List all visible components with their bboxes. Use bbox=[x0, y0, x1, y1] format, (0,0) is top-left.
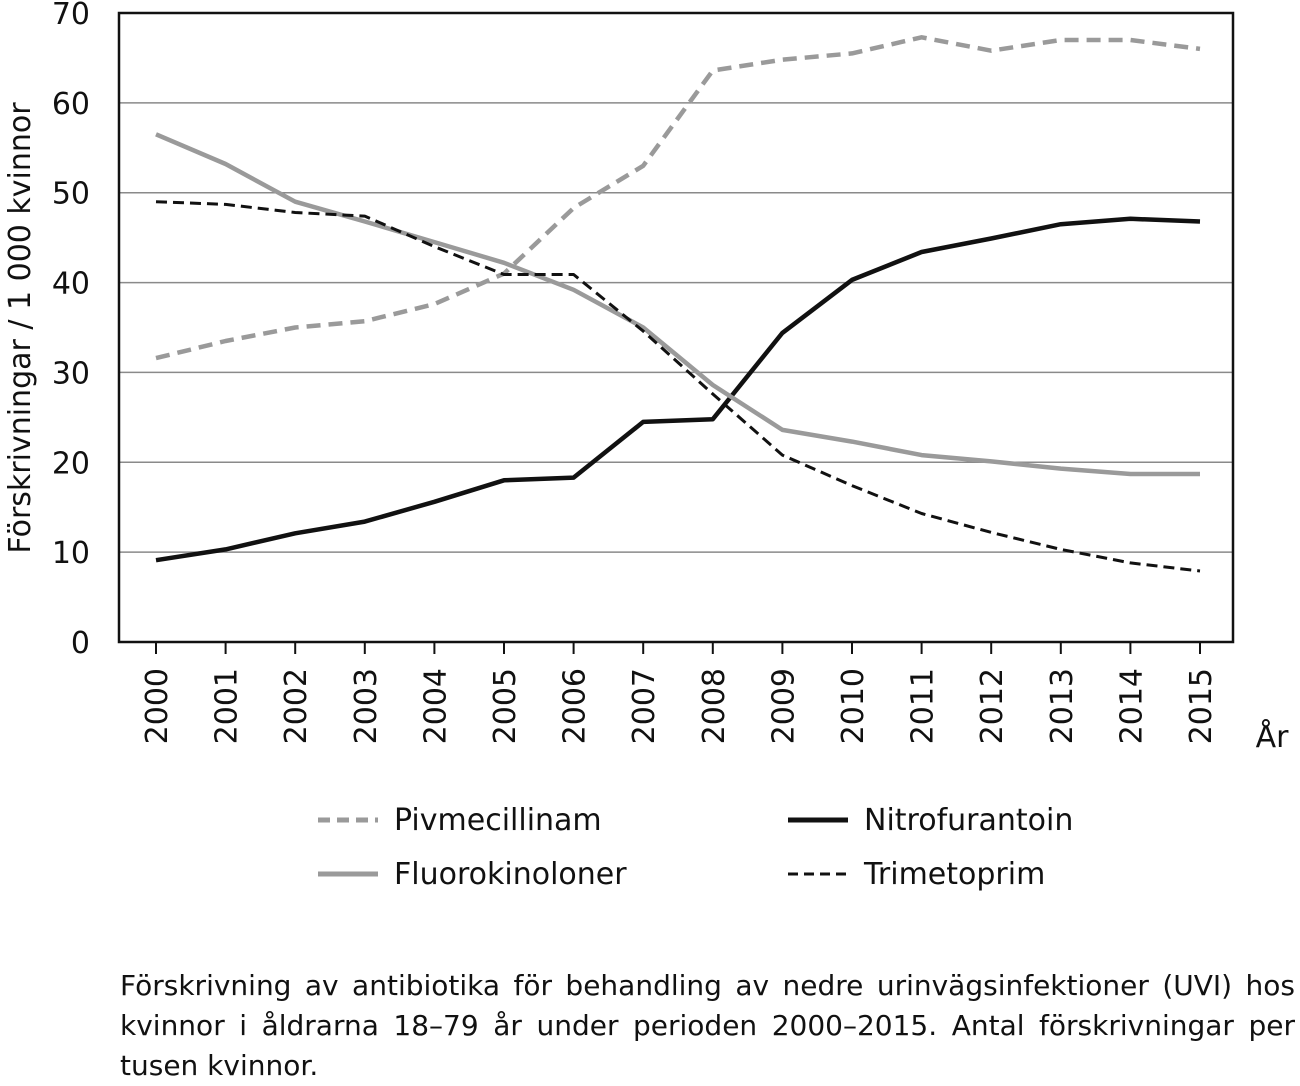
legend-item-trimetoprim: Trimetoprim bbox=[788, 854, 1045, 894]
y-tick-label-70: 70 bbox=[52, 0, 90, 32]
x-tick-label-2013: 2013 bbox=[1045, 668, 1080, 744]
x-tick-label-2008: 2008 bbox=[697, 668, 732, 744]
x-tick-label-2003: 2003 bbox=[349, 668, 384, 744]
y-tick-label-20: 20 bbox=[52, 446, 90, 481]
series-line-pivmecillinam bbox=[156, 37, 1200, 358]
x-tick-label-2004: 2004 bbox=[418, 668, 453, 744]
legend-swatch-trimetoprim bbox=[788, 869, 848, 879]
legend-swatch-nitrofurantoin bbox=[788, 815, 848, 825]
series-line-trimetoprim bbox=[156, 202, 1200, 571]
legend-swatch-fluorokinoloner bbox=[318, 869, 378, 879]
y-axis-label: Förskrivningar / 1 000 kvinnor bbox=[3, 102, 38, 554]
y-tick-label-0: 0 bbox=[71, 626, 90, 661]
y-tick-label-50: 50 bbox=[52, 177, 90, 212]
series-line-fluorokinoloner bbox=[156, 134, 1200, 474]
x-tick-label-2000: 2000 bbox=[140, 668, 175, 744]
legend-item-pivmecillinam: Pivmecillinam bbox=[318, 800, 602, 840]
series-lines bbox=[156, 37, 1200, 571]
x-tick-label-2015: 2015 bbox=[1184, 668, 1219, 744]
y-tick-label-40: 40 bbox=[52, 267, 90, 302]
x-tick-label-2014: 2014 bbox=[1114, 668, 1149, 744]
x-tick-label-2002: 2002 bbox=[279, 668, 314, 744]
x-tick-label-2005: 2005 bbox=[488, 668, 523, 744]
legend-label-nitrofurantoin: Nitrofurantoin bbox=[864, 803, 1073, 838]
figure-caption: Förskrivning av antibiotika för behandli… bbox=[120, 966, 1295, 1086]
x-tick-label-2001: 2001 bbox=[210, 668, 245, 744]
legend-label-fluorokinoloner: Fluorokinoloner bbox=[394, 857, 627, 892]
legend: Pivmecillinam Nitrofurantoin Fluorokinol… bbox=[0, 790, 1300, 910]
x-tick-label-2009: 2009 bbox=[766, 668, 801, 744]
legend-label-trimetoprim: Trimetoprim bbox=[864, 857, 1045, 892]
y-tick-label-60: 60 bbox=[52, 87, 90, 122]
x-axis-ticks: 2000 2001 2002 2003 2004 2005 2006 2007 2008 2009… bbox=[140, 642, 1219, 744]
x-tick-label-2012: 2012 bbox=[975, 668, 1010, 744]
line-chart: 0 10 20 30 40 50 60 70 2000 2001 2002 2003 2004 2005… bbox=[0, 0, 1300, 790]
x-tick-label-2011: 2011 bbox=[906, 668, 941, 744]
x-tick-label-2006: 2006 bbox=[558, 668, 593, 744]
x-axis-label: År bbox=[1256, 719, 1290, 755]
legend-item-nitrofurantoin: Nitrofurantoin bbox=[788, 800, 1073, 840]
x-tick-label-2010: 2010 bbox=[836, 668, 871, 744]
legend-label-pivmecillinam: Pivmecillinam bbox=[394, 803, 602, 838]
y-axis-ticks: 0 10 20 30 40 50 60 70 bbox=[52, 0, 90, 661]
y-tick-label-30: 30 bbox=[52, 356, 90, 391]
y-tick-label-10: 10 bbox=[52, 536, 90, 571]
series-line-nitrofurantoin bbox=[156, 219, 1200, 560]
legend-swatch-pivmecillinam bbox=[318, 815, 378, 825]
x-tick-label-2007: 2007 bbox=[627, 668, 662, 744]
legend-item-fluorokinoloner: Fluorokinoloner bbox=[318, 854, 627, 894]
